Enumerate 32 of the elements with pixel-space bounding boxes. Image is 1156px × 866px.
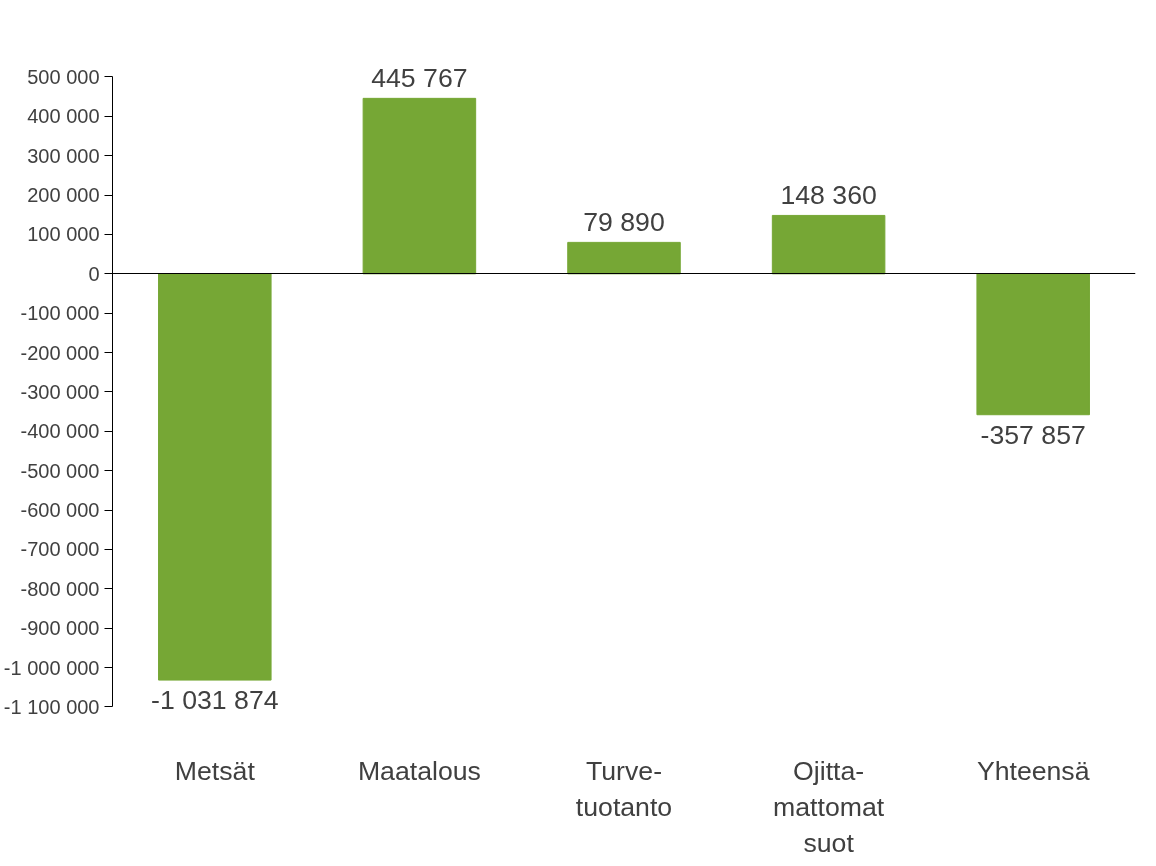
x-tick-label: Yhteensä: [976, 755, 1090, 786]
y-tick-label: 500 000: [27, 66, 100, 88]
x-tick-label: Metsät: [174, 755, 256, 786]
y-tick-label: -500 000: [20, 459, 100, 482]
bar: [158, 273, 272, 681]
y-tick-label: -1 000 000: [3, 656, 100, 679]
y-tick-label: 200 000: [27, 184, 100, 207]
bar: [771, 214, 886, 275]
y-tick-label: -600 000: [20, 499, 100, 522]
data-label: 445 767: [371, 63, 468, 94]
bar: [976, 273, 1090, 416]
y-tick-label: 300 000: [27, 144, 100, 167]
y-tick-label: 0: [88, 262, 100, 285]
data-label: -357 857: [980, 419, 1086, 450]
y-tick-label: -800 000: [20, 577, 100, 600]
bar: [362, 97, 477, 275]
x-tick-label: Ojitta- mattomat suot: [773, 755, 885, 858]
y-tick-label: 100 000: [27, 223, 100, 246]
data-label: 148 360: [780, 180, 877, 211]
x-tick-label: Turve- tuotanto: [575, 755, 673, 822]
y-tick-label: -400 000: [20, 420, 100, 443]
x-tick-label: Maatalous: [357, 755, 481, 786]
y-tick-label: -900 000: [20, 617, 100, 640]
data-label: -1 031 874: [151, 685, 279, 716]
y-tick-label: -700 000: [20, 538, 100, 561]
bar: [567, 241, 681, 275]
y-tick-label: 400 000: [27, 105, 100, 128]
data-label: 79 890: [583, 207, 665, 238]
y-tick-label: -200 000: [20, 341, 100, 364]
y-tick-label: -1 100 000: [3, 695, 100, 718]
y-tick-label: -300 000: [20, 380, 100, 403]
y-tick-label: -100 000: [20, 302, 100, 325]
